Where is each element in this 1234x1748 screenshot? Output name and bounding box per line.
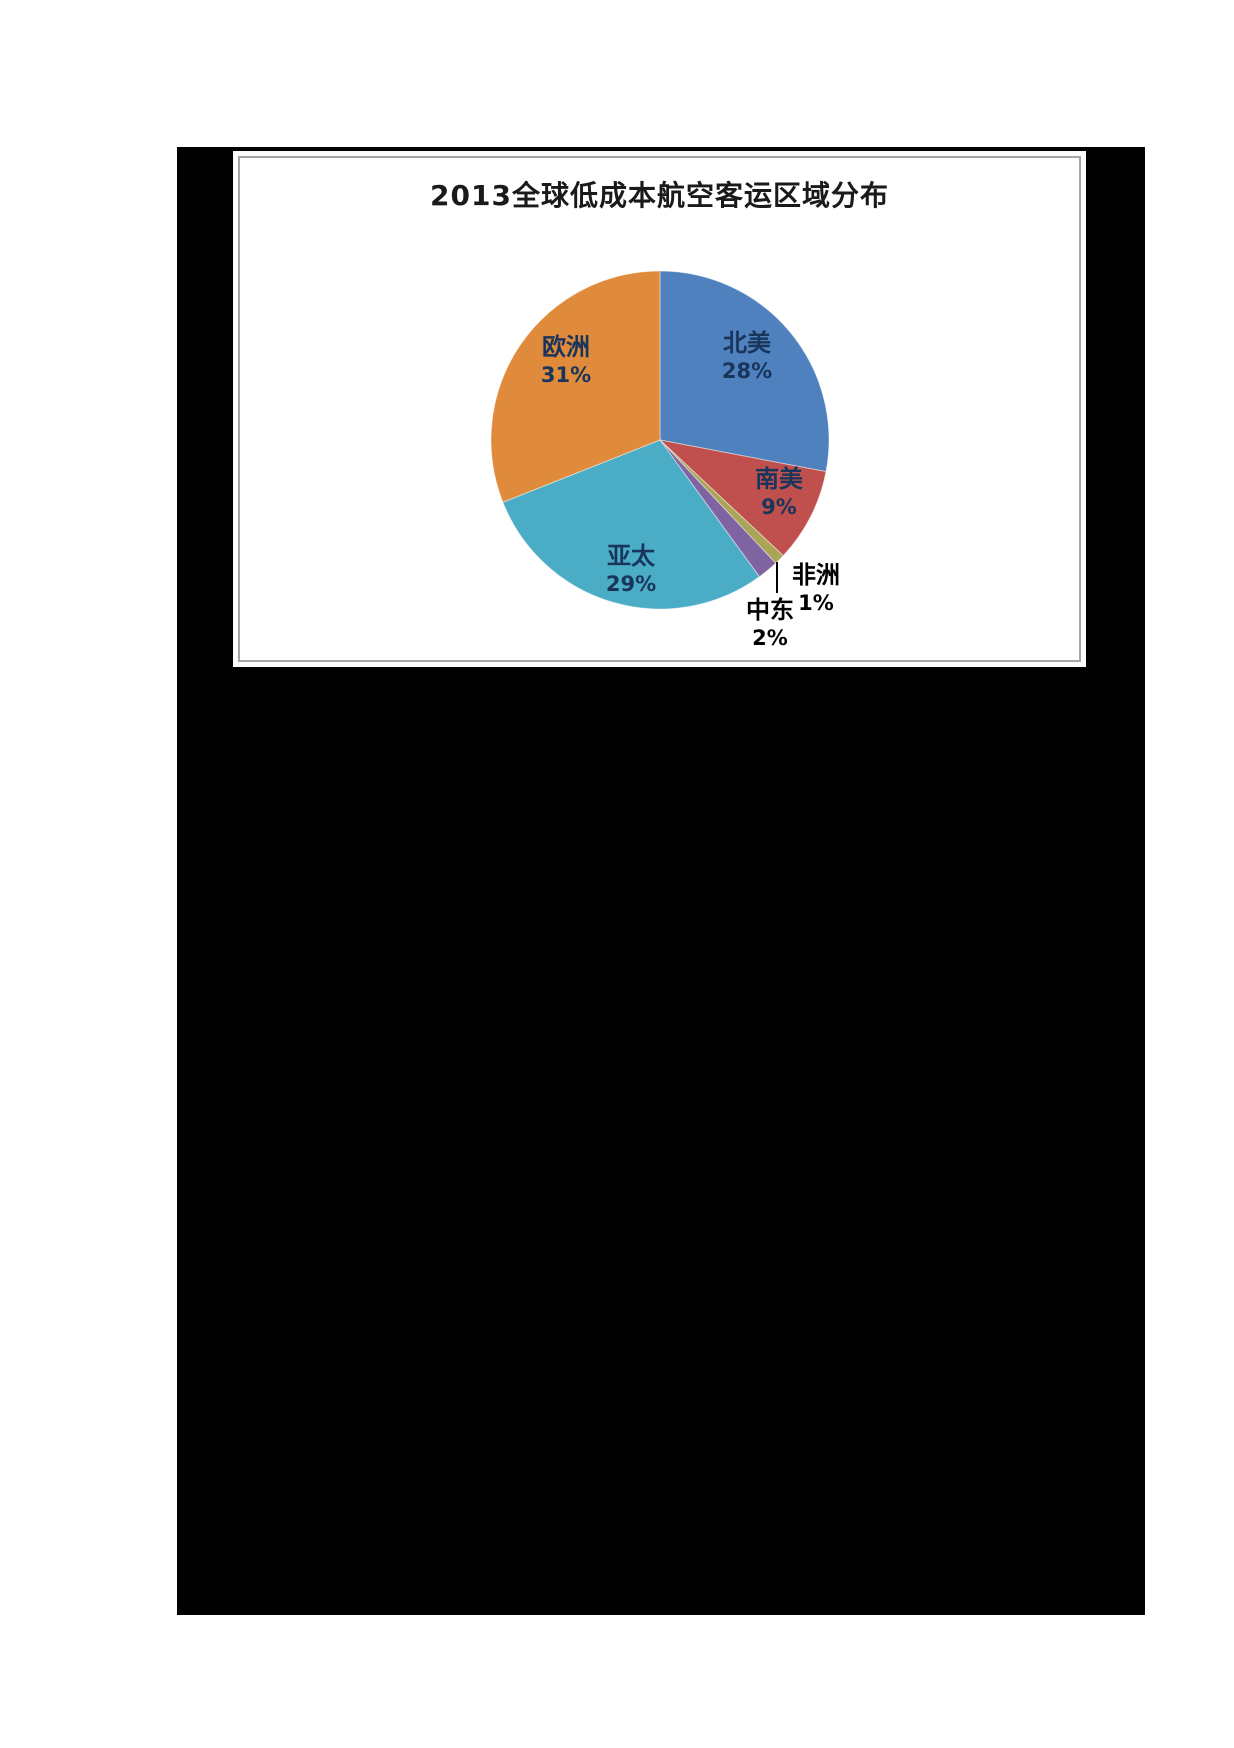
pie-slice-亚太 (502, 439, 761, 610)
pie-slice-北美 (659, 270, 830, 473)
pie-slice-欧洲 (490, 270, 661, 503)
chart-title: 2013全球低成本航空客运区域分布 (430, 179, 889, 212)
leader-line (776, 562, 778, 593)
pie-svg (490, 270, 830, 610)
pie-slice-南美 (658, 439, 827, 557)
pie-label-value: 2% (752, 625, 788, 650)
pie-chart: 北美 28% 南美 9% 非洲 1% 中东 2% 亚太 29% 欧洲 31% (490, 270, 840, 650)
chart-image: 2013全球低成本航空客运区域分布 北美 28% 南美 9% 非洲 1% 中东 2% 亚太 29%… (238, 156, 1081, 662)
document-black-region: 2013全球低成本航空客运区域分布 北美 28% 南美 9% 非洲 1% 中东 2% 亚太 29%… (177, 147, 1145, 1615)
pie-slice-非洲 (659, 439, 784, 564)
pie-slice-中东 (659, 439, 777, 578)
